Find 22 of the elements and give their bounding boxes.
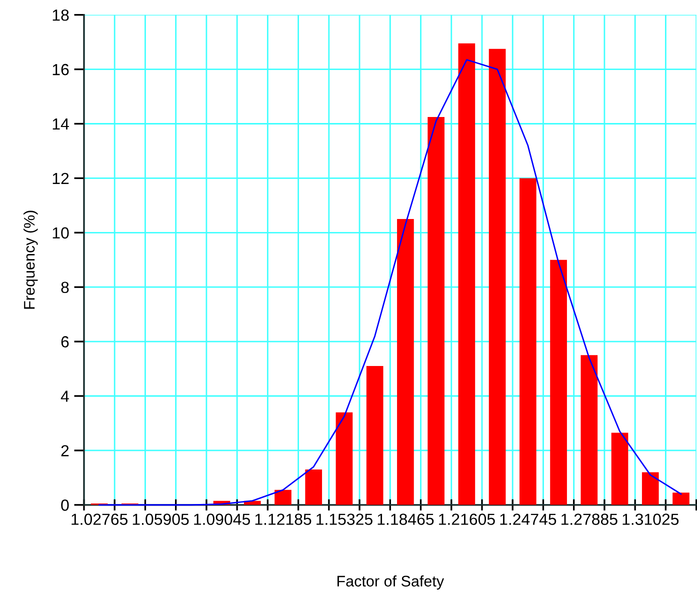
y-tick-label: 16 <box>52 64 69 76</box>
y-tick-label: 2 <box>61 445 69 456</box>
y-axis-title: Frequency (%) <box>24 210 38 309</box>
x-tick-label: 1.21605 <box>439 514 495 525</box>
x-tick-label: 1.02765 <box>72 514 128 525</box>
x-tick-label: 1.24745 <box>500 514 556 525</box>
x-tick-label: 1.05905 <box>132 514 189 525</box>
x-axis-title: Factor of Safety <box>337 575 444 590</box>
x-tick-label: 1.27885 <box>562 514 618 525</box>
y-tick-label: 10 <box>52 227 69 239</box>
y-tick-label: 6 <box>61 336 69 348</box>
y-tick-label: 14 <box>52 118 69 130</box>
x-tick-label: 1.15325 <box>316 514 372 525</box>
y-tick-label: 0 <box>61 500 69 511</box>
y-tick-label: 4 <box>60 390 69 402</box>
x-tick-label: 1.31025 <box>622 514 679 525</box>
x-tick-label: 1.12185 <box>255 514 312 525</box>
x-tick-label: 1.09045 <box>194 514 250 525</box>
y-tick-label: 12 <box>52 172 69 184</box>
y-tick-label: 8 <box>61 282 69 294</box>
x-tick-label: 1.18465 <box>378 514 434 525</box>
y-tick-label: 18 <box>52 9 69 21</box>
